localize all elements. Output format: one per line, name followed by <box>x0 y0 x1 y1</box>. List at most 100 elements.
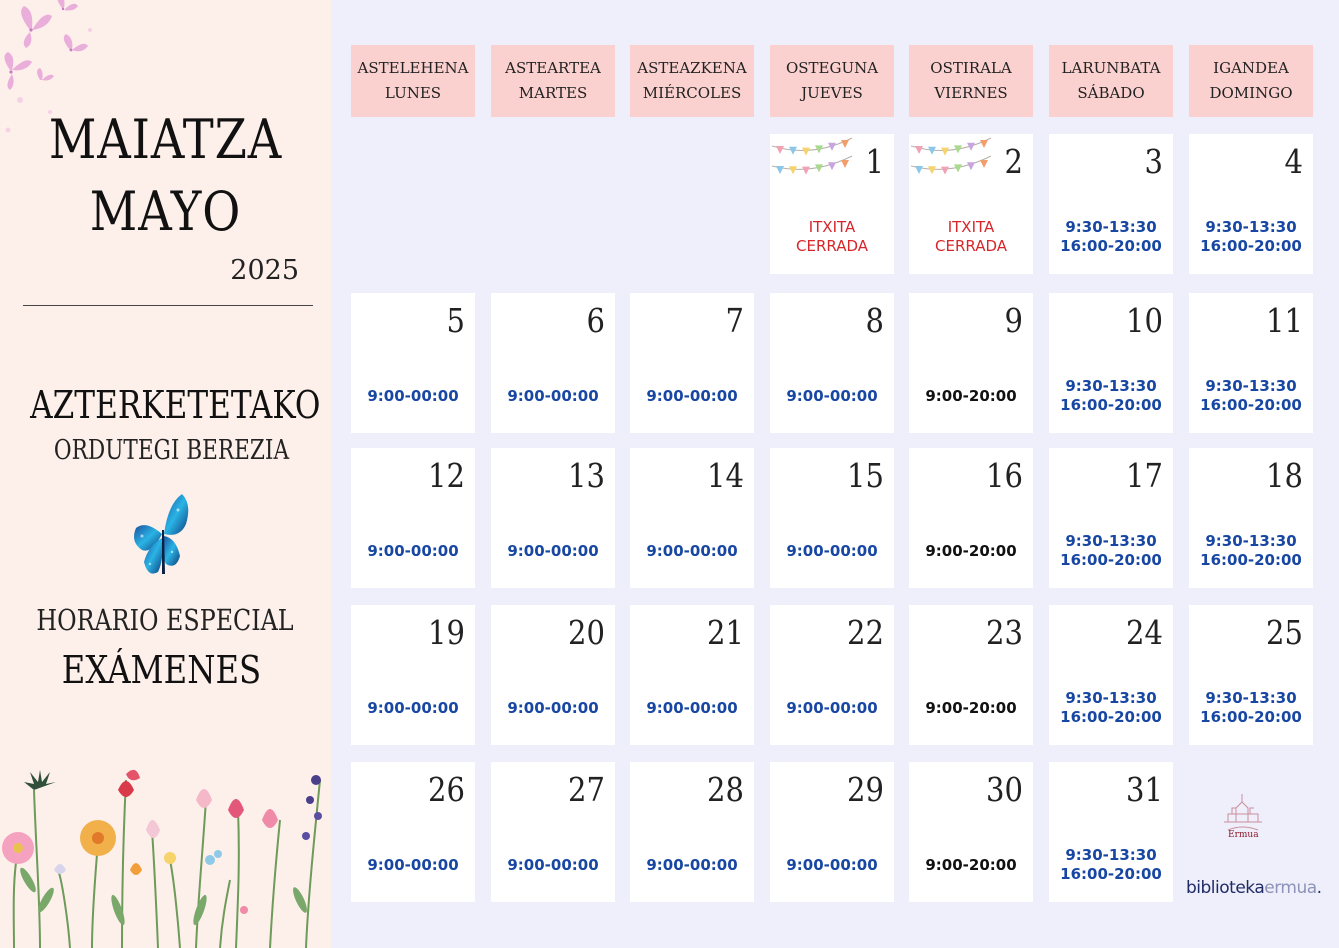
weekday-header: ASTEAZKENA MIÉRCOLES <box>630 45 754 117</box>
biblioteka-ermua-logo: bibliotekaermua. <box>1186 878 1322 898</box>
day-number: 12 <box>428 456 465 495</box>
day-cell: 28 9:00-00:00 <box>630 762 754 902</box>
day-number: 7 <box>725 301 744 340</box>
schedule-title-es: HORARIO ESPECIAL <box>36 603 294 637</box>
opening-hours: 16:00-20:00 <box>1060 865 1162 883</box>
day-number: 15 <box>847 456 884 495</box>
blue-butterfly-icon <box>134 494 189 574</box>
day-cell: 13 9:00-00:00 <box>491 448 615 588</box>
wildflowers-illustration <box>2 769 322 948</box>
day-cell: 24 9:30-13:30 16:00-20:00 <box>1049 605 1173 745</box>
closed-label: CERRADA <box>796 237 868 255</box>
logo-dot: . <box>1316 878 1322 898</box>
opening-hours: 16:00-20:00 <box>1200 708 1302 726</box>
opening-hours: 9:00-00:00 <box>507 856 599 874</box>
day-cell: 12 9:00-00:00 <box>351 448 475 588</box>
day-cell: 26 9:00-00:00 <box>351 762 475 902</box>
opening-hours: 16:00-20:00 <box>1200 237 1302 255</box>
day-number: 22 <box>847 613 884 652</box>
butterflies-top-icon <box>4 0 92 133</box>
opening-hours: 9:00-20:00 <box>925 542 1017 560</box>
closed-label: ITXITA <box>808 218 856 236</box>
opening-hours: 9:00-20:00 <box>925 699 1017 717</box>
opening-hours: 9:30-13:30 <box>1205 377 1297 395</box>
day-number: 18 <box>1266 456 1303 495</box>
opening-hours: 9:00-00:00 <box>367 387 459 405</box>
opening-hours: 9:00-00:00 <box>367 856 459 874</box>
opening-hours: 9:30-13:30 <box>1065 218 1157 236</box>
opening-hours: 9:30-13:30 <box>1205 689 1297 707</box>
schedule-title-eu: AZTERKETETAKO <box>30 383 321 427</box>
opening-hours: 9:00-00:00 <box>786 542 878 560</box>
day-cell: 30 9:00-20:00 <box>909 762 1033 902</box>
day-number: 9 <box>1004 301 1023 340</box>
day-cell: 19 9:00-00:00 <box>351 605 475 745</box>
day-cell: 11 9:30-13:30 16:00-20:00 <box>1189 293 1313 433</box>
weekday-es: LUNES <box>384 84 442 102</box>
weekday-es: VIERNES <box>934 84 1008 102</box>
day-cell: 22 9:00-00:00 <box>770 605 894 745</box>
day-cell: 21 9:00-00:00 <box>630 605 754 745</box>
opening-hours: 16:00-20:00 <box>1060 396 1162 414</box>
day-cell: 14 9:00-00:00 <box>630 448 754 588</box>
opening-hours: 9:00-00:00 <box>507 542 599 560</box>
month-title-eu: MAIATZA <box>48 108 283 171</box>
day-number: 1 <box>865 142 884 181</box>
schedule-subtitle-eu: ORDUTEGI BEREZIA <box>53 435 290 466</box>
day-cell: 18 9:30-13:30 16:00-20:00 <box>1189 448 1313 588</box>
day-number: 6 <box>586 301 605 340</box>
crest-label: Ermua <box>1228 830 1259 840</box>
closed-label: CERRADA <box>935 237 1007 255</box>
weekday-es: MIÉRCOLES <box>642 84 742 102</box>
opening-hours: 9:00-00:00 <box>786 387 878 405</box>
opening-hours: 9:30-13:30 <box>1205 532 1297 550</box>
logo-light: ermua <box>1264 878 1317 898</box>
day-number: 21 <box>707 613 744 652</box>
opening-hours: 9:00-00:00 <box>786 856 878 874</box>
opening-hours: 9:00-00:00 <box>646 542 738 560</box>
day-number: 23 <box>986 613 1023 652</box>
opening-hours: 9:00-00:00 <box>786 699 878 717</box>
opening-hours: 9:00-20:00 <box>925 856 1017 874</box>
weekday-es: MARTES <box>518 84 588 102</box>
day-cell: 15 9:00-00:00 <box>770 448 894 588</box>
day-number: 17 <box>1126 456 1163 495</box>
ermua-crest-icon <box>1224 794 1262 831</box>
sidebar: MAIATZA MAYO 2025 AZTERKETETAKO ORDUTEGI… <box>0 0 331 948</box>
day-cell: 10 9:30-13:30 16:00-20:00 <box>1049 293 1173 433</box>
day-cell: 25 9:30-13:30 16:00-20:00 <box>1189 605 1313 745</box>
day-number: 29 <box>847 770 884 809</box>
day-number: 19 <box>428 613 465 652</box>
weekday-eu: ASTEAZKENA <box>637 59 747 77</box>
year: 2025 <box>230 255 299 286</box>
day-number: 3 <box>1144 142 1163 181</box>
day-number: 31 <box>1126 770 1163 809</box>
weekday-eu: OSTIRALA <box>930 59 1012 77</box>
closed-label: ITXITA <box>947 218 995 236</box>
day-number: 28 <box>707 770 744 809</box>
weekday-eu: ASTEARTEA <box>505 59 601 77</box>
day-cell: 8 9:00-00:00 <box>770 293 894 433</box>
weekday-header: IGANDEA DOMINGO <box>1189 45 1313 117</box>
day-number: 13 <box>568 456 605 495</box>
day-number: 30 <box>986 770 1023 809</box>
weekday-header: LARUNBATA SÁBADO <box>1049 45 1173 117</box>
day-cell: 4 9:30-13:30 16:00-20:00 <box>1189 134 1313 274</box>
day-cell: 6 9:00-00:00 <box>491 293 615 433</box>
day-cell: 1 ITXITA CERRADA <box>770 134 894 274</box>
opening-hours: 16:00-20:00 <box>1200 396 1302 414</box>
schedule-subtitle-es: EXÁMENES <box>61 648 262 692</box>
weekday-es: SÁBADO <box>1077 84 1145 102</box>
weekday-header: OSTEGUNA JUEVES <box>770 45 894 117</box>
weekday-es: DOMINGO <box>1209 84 1293 102</box>
day-cell: 3 9:30-13:30 16:00-20:00 <box>1049 134 1173 274</box>
day-number: 11 <box>1266 301 1303 340</box>
weekday-header: OSTIRALA VIERNES <box>909 45 1033 117</box>
divider <box>23 305 313 306</box>
weekday-es: JUEVES <box>801 84 863 102</box>
bunting-icon <box>911 137 992 175</box>
day-cell: 31 9:30-13:30 16:00-20:00 <box>1049 762 1173 902</box>
weekday-eu: ASTELEHENA <box>357 59 469 77</box>
bunting-icon <box>772 137 853 175</box>
day-number: 16 <box>986 456 1023 495</box>
